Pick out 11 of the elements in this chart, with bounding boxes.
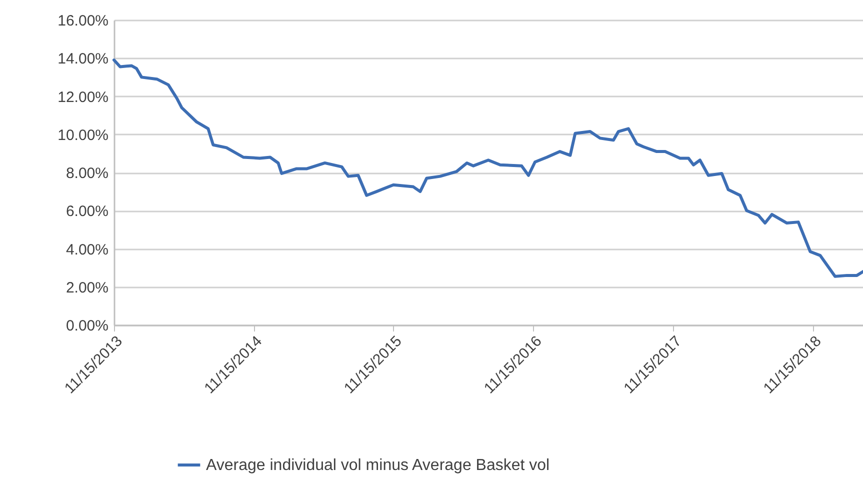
y-tick-label: 16.00% [58,12,108,30]
y-tick-label: 10.00% [58,126,108,144]
y-tick-label: 12.00% [58,88,108,106]
y-tick-label: 14.00% [58,50,108,68]
y-tick-label: 8.00% [66,165,108,182]
y-tick-label: 0.00% [66,318,108,334]
line-series [112,58,863,278]
y-tick-label: 2.00% [66,279,108,296]
y-tick-label: 4.00% [66,241,108,258]
legend-label: Average individual vol minus Average Basket vol [206,457,550,474]
y-tick-label: 6.00% [66,203,108,220]
